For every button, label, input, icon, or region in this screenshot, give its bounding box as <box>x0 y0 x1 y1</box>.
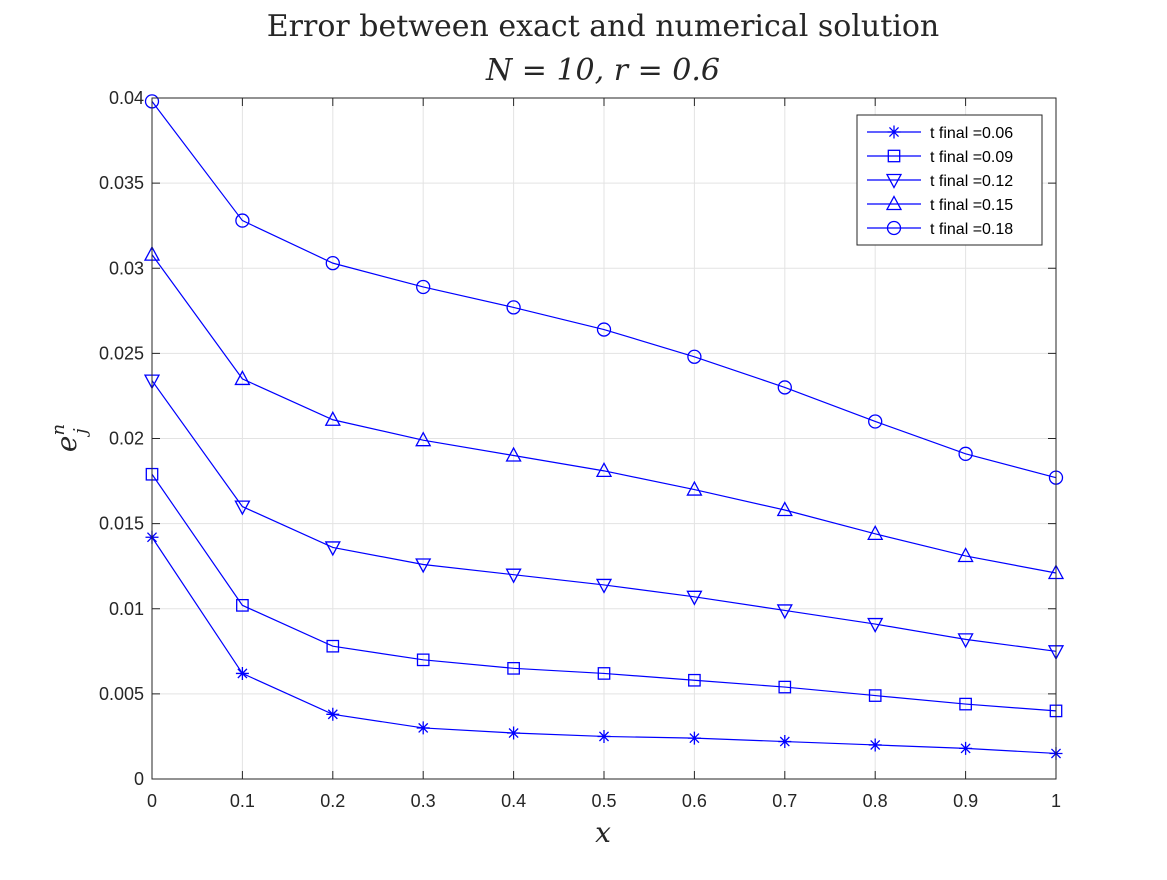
data-point-triangle-up <box>234 370 251 386</box>
data-point-circle <box>416 279 431 295</box>
data-point-asterisk <box>868 738 882 752</box>
data-point-square <box>597 667 611 680</box>
y-tick-label: 0.04 <box>109 88 144 108</box>
data-point-circle <box>506 300 521 315</box>
data-point-square <box>326 639 340 653</box>
x-tick-label: 0.7 <box>772 791 797 811</box>
data-point-asterisk <box>326 707 340 721</box>
x-tick-label: 0.1 <box>230 791 255 811</box>
data-point-triangle-up <box>415 431 432 447</box>
x-axis-label: x <box>595 816 611 849</box>
data-point-triangle-up <box>595 461 613 477</box>
y-axis-label-base: e <box>50 436 83 453</box>
y-axis-label-sub: j <box>70 428 91 438</box>
legend-marker-circle <box>886 220 902 236</box>
data-point-triangle-up <box>957 547 974 563</box>
series-layer <box>143 94 1065 760</box>
data-point-triangle-up <box>324 410 341 426</box>
svg-text:enj: enj <box>48 424 91 452</box>
data-point-circle <box>325 255 340 271</box>
legend-label: t final =0.09 <box>930 149 1013 166</box>
y-tick-label: 0.025 <box>99 343 144 363</box>
series-line <box>151 101 1057 479</box>
data-point-asterisk <box>416 721 430 735</box>
data-point-triangle-down <box>324 541 341 557</box>
data-point-circle <box>687 349 702 364</box>
data-point-square <box>416 653 430 667</box>
series-line <box>151 473 1057 712</box>
data-point-square <box>688 673 701 687</box>
data-point-asterisk <box>687 731 701 745</box>
data-point-circle <box>958 446 973 461</box>
data-point-triangle-down <box>415 558 432 574</box>
x-tick-label: 0 <box>147 791 157 811</box>
data-point-asterisk <box>235 666 249 680</box>
x-tick-label: 0.6 <box>682 791 707 811</box>
x-tick-label: 0.8 <box>863 791 888 811</box>
data-point-square <box>868 689 882 702</box>
legend-label: t final =0.06 <box>930 125 1013 142</box>
series-4 <box>143 245 1065 580</box>
chart-title-line1: Error between exact and numerical soluti… <box>267 9 939 44</box>
legend-marker-asterisk <box>887 125 901 139</box>
y-tick-label: 0.005 <box>99 684 144 704</box>
legend-item: t final =0.18 <box>867 220 1013 238</box>
legend-label: t final =0.12 <box>930 173 1013 190</box>
data-point-circle <box>868 414 883 429</box>
data-point-square <box>778 680 792 694</box>
data-point-triangle-up <box>686 480 703 496</box>
y-tick-label: 0.015 <box>99 514 144 534</box>
data-point-triangle-down <box>686 590 703 606</box>
data-point-triangle-down <box>505 568 522 584</box>
legend-item: t final =0.09 <box>867 149 1013 166</box>
legend-item: t final =0.06 <box>867 125 1013 142</box>
series-line <box>151 254 1057 574</box>
y-tick-label: 0.02 <box>109 429 144 449</box>
data-point-triangle-down <box>957 633 974 649</box>
data-point-asterisk <box>597 729 611 743</box>
legend-label: t final =0.18 <box>930 221 1013 238</box>
legend-marker-triangle-down <box>885 173 903 189</box>
legend: t final =0.06 t final =0.09 t final =0.12 t… <box>856 114 1043 246</box>
x-tick-label: 0.2 <box>320 791 345 811</box>
legend-item: t final =0.12 <box>867 173 1013 190</box>
y-tick-label: 0.01 <box>109 599 144 619</box>
ticks: 0 0.1 0.2 0.3 0.4 0.5 0.6 0.7 0.8 0.9 1 0 0.005 0.01 0… <box>99 88 1061 811</box>
data-point-triangle-down <box>234 500 251 516</box>
data-point-asterisk <box>778 735 792 749</box>
y-tick-label: 0.03 <box>109 258 144 278</box>
legend-item: t final =0.15 <box>867 195 1013 214</box>
data-point-square <box>959 697 972 711</box>
chart-title-line2: N = 10, r = 0.6 <box>485 53 720 88</box>
data-point-triangle-up <box>867 524 884 540</box>
data-point-triangle-down <box>776 604 793 620</box>
x-tick-label: 0.3 <box>411 791 436 811</box>
legend-marker-square <box>887 149 901 163</box>
y-axis-label-sup: n <box>48 424 69 436</box>
data-point-triangle-down <box>595 578 613 594</box>
y-tick-label: 0.035 <box>99 173 144 193</box>
legend-label: t final =0.15 <box>930 197 1013 214</box>
data-point-triangle-up <box>505 446 522 462</box>
series-line <box>151 380 1057 652</box>
x-tick-label: 0.9 <box>953 791 978 811</box>
x-tick-label: 1 <box>1051 791 1061 811</box>
series-3 <box>143 374 1065 661</box>
data-point-triangle-down <box>867 617 884 633</box>
data-point-square <box>236 598 249 612</box>
data-point-asterisk <box>507 726 521 740</box>
data-point-asterisk <box>959 741 973 755</box>
data-point-square <box>507 661 520 675</box>
y-tick-label: 0 <box>134 769 144 789</box>
legend-marker-triangle-up <box>885 195 903 211</box>
x-tick-label: 0.4 <box>501 791 526 811</box>
data-point-triangle-up <box>776 501 793 517</box>
x-tick-label: 0.5 <box>591 791 616 811</box>
y-axis-label: enj <box>48 424 91 452</box>
data-point-circle <box>777 380 792 395</box>
data-point-circle <box>235 213 250 228</box>
data-point-circle <box>596 322 612 337</box>
